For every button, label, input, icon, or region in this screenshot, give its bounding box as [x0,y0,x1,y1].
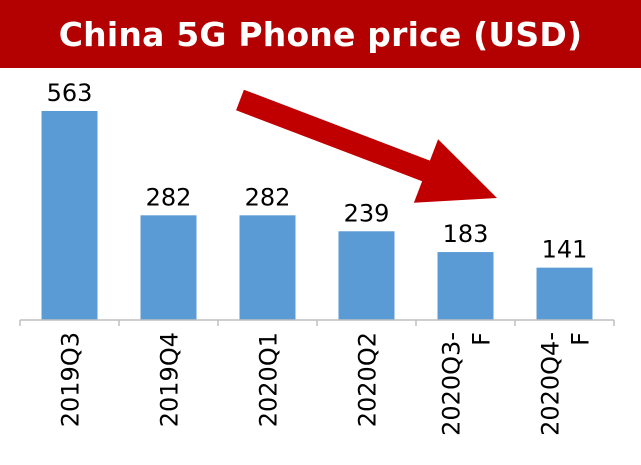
category-label: 2019Q3 [57,332,85,427]
category-labels-group: 2019Q3 2019Q4 2020Q1 2020Q2 2020Q3-F 2020Q4-F [57,332,595,436]
bar-chart: 563 282 282 239 183 141 2019Q3 2019Q4 2020Q1 202… [19,79,615,436]
value-labels-group: 563 282 282 239 183 141 [47,79,588,264]
value-label: 282 [245,183,291,211]
trend-arrow-icon [236,89,497,203]
category-label: 2019Q4 [156,332,184,427]
bar-2019Q3 [41,111,98,320]
value-label: 183 [443,220,489,248]
value-label: 563 [47,79,93,107]
x-ticks-group [19,320,615,326]
value-label: 282 [146,183,192,211]
chart-title: China 5G Phone price (USD) [0,0,641,68]
category-label: 2020Q1 [255,332,283,427]
bars-group [41,111,593,320]
bar-2019Q4 [140,215,197,320]
category-label: 2020Q3-F [438,332,496,436]
bar-2020Q3-F [437,252,494,320]
category-label: 2020Q2 [354,332,382,427]
bar-2020Q1 [239,215,296,320]
bar-2020Q4-F [536,267,593,320]
category-label: 2020Q4-F [537,332,595,436]
value-label: 141 [542,236,588,264]
value-label: 239 [344,199,390,227]
bar-2020Q2 [338,231,395,320]
